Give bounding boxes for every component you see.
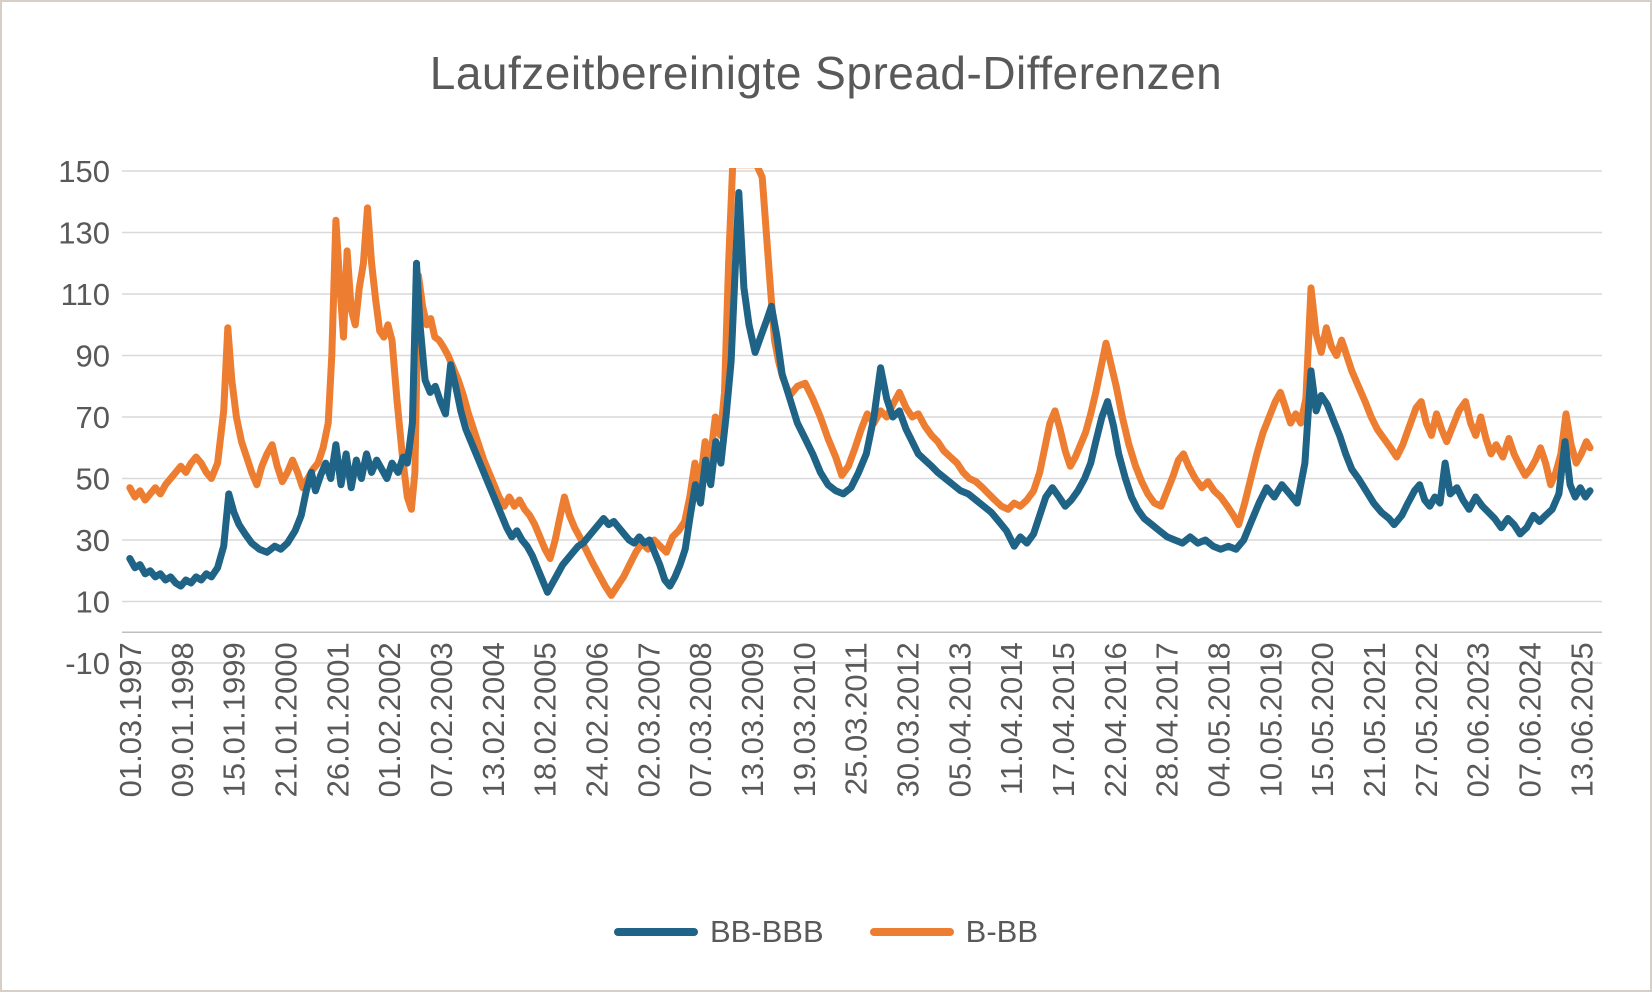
x-tick-label-28.04.2017: 28.04.2017	[1150, 642, 1185, 797]
x-tick-label-30.03.2012: 30.03.2012	[891, 642, 926, 797]
x-tick-label-01.03.1997: 01.03.1997	[113, 642, 148, 797]
x-tick-label-25.03.2011: 25.03.2011	[839, 642, 874, 795]
y-tick-label-70: 70	[76, 400, 110, 435]
y-tick-label-30: 30	[76, 523, 110, 558]
x-tick-label-05.04.2013: 05.04.2013	[942, 642, 977, 797]
y-tick-label-150: 150	[58, 154, 110, 189]
x-tick-label-27.05.2022: 27.05.2022	[1409, 642, 1444, 797]
y-tick-label-90: 90	[76, 339, 110, 374]
chart-title: Laufzeitbereinigte Spread-Differenzen	[429, 47, 1223, 99]
x-tick-label-17.04.2015: 17.04.2015	[1046, 642, 1081, 797]
x-tick-label-04.05.2018: 04.05.2018	[1202, 642, 1237, 797]
legend-label-b-bb: B-BB	[965, 914, 1039, 949]
x-tick-label-19.03.2010: 19.03.2010	[787, 642, 822, 797]
x-tick-label-26.01.2001: 26.01.2001	[320, 642, 355, 797]
x-tick-label-13.06.2025: 13.06.2025	[1564, 642, 1599, 797]
y-tick-label-130: 130	[58, 216, 110, 251]
x-tick-label-21.01.2000: 21.01.2000	[269, 642, 304, 797]
legend-swatch-bb-bbb	[613, 928, 698, 936]
x-tick-label-13.02.2004: 13.02.2004	[476, 642, 511, 797]
x-tick-label-18.02.2005: 18.02.2005	[528, 642, 563, 797]
x-tick-label-01.02.2002: 01.02.2002	[372, 642, 407, 797]
x-tick-label-15.05.2020: 15.05.2020	[1305, 642, 1340, 797]
y-tick-label-50: 50	[76, 462, 110, 497]
x-tick-label-02.06.2023: 02.06.2023	[1461, 642, 1496, 797]
legend-item-bb-bbb: BB-BBB	[613, 914, 824, 950]
y-tick-label--10: -10	[65, 646, 110, 681]
x-tick-label-11.04.2014: 11.04.2014	[994, 642, 1029, 795]
x-tick-label-21.05.2021: 21.05.2021	[1357, 642, 1392, 797]
x-tick-label-22.04.2016: 22.04.2016	[1098, 642, 1133, 797]
chart-legend: BB-BBB B-BB	[2, 914, 1650, 950]
x-tick-label-07.06.2024: 07.06.2024	[1513, 642, 1548, 797]
legend-swatch-b-bb	[869, 928, 954, 936]
y-tick-label-110: 110	[61, 277, 110, 312]
y-tick-label-10: 10	[76, 585, 110, 620]
x-tick-label-02.03.2007: 02.03.2007	[631, 642, 666, 797]
x-tick-label-15.01.1999: 15.01.1999	[217, 642, 252, 797]
x-tick-label-07.03.2008: 07.03.2008	[683, 642, 718, 797]
x-tick-label-07.02.2003: 07.02.2003	[424, 642, 459, 797]
x-tick-label-10.05.2019: 10.05.2019	[1253, 642, 1288, 797]
series-line-b-bb	[126, 168, 1594, 599]
legend-item-b-bb: B-BB	[869, 914, 1039, 950]
x-tick-label-13.03.2009: 13.03.2009	[735, 642, 770, 797]
series-line-bb-bbb	[126, 189, 1594, 596]
legend-label-bb-bbb: BB-BBB	[709, 914, 824, 949]
series-group	[126, 168, 1594, 599]
x-tick-label-09.01.1998: 09.01.1998	[165, 642, 200, 797]
x-tick-label-24.02.2006: 24.02.2006	[580, 642, 615, 797]
